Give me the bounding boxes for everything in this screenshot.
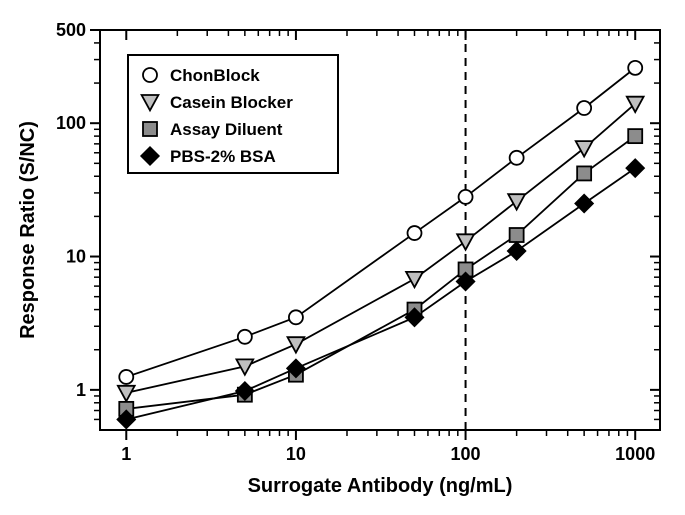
legend-label: PBS-2% BSA <box>170 147 276 166</box>
y-axis-label: Response Ratio (S/NC) <box>17 121 39 339</box>
x-tick-label: 1000 <box>615 444 655 464</box>
series-markers <box>118 159 644 428</box>
legend-label: Casein Blocker <box>170 93 293 112</box>
y-tick-label: 1 <box>76 380 86 400</box>
series-line <box>126 136 635 409</box>
y-tick-label: 500 <box>56 20 86 40</box>
legend-label: Assay Diluent <box>170 120 283 139</box>
x-axis-label: Surrogate Antibody (ng/mL) <box>248 475 513 497</box>
y-tick-label: 10 <box>66 247 86 267</box>
x-tick-label: 100 <box>451 444 481 464</box>
x-tick-label: 1 <box>121 444 131 464</box>
y-tick-label: 100 <box>56 113 86 133</box>
series-line <box>126 168 635 419</box>
response-ratio-chart: 1 10 100 1000 1 10 100 500 Surrogate Antibody (n… <box>0 0 685 515</box>
legend-label: ChonBlock <box>170 66 260 85</box>
x-tick-label: 10 <box>286 444 306 464</box>
